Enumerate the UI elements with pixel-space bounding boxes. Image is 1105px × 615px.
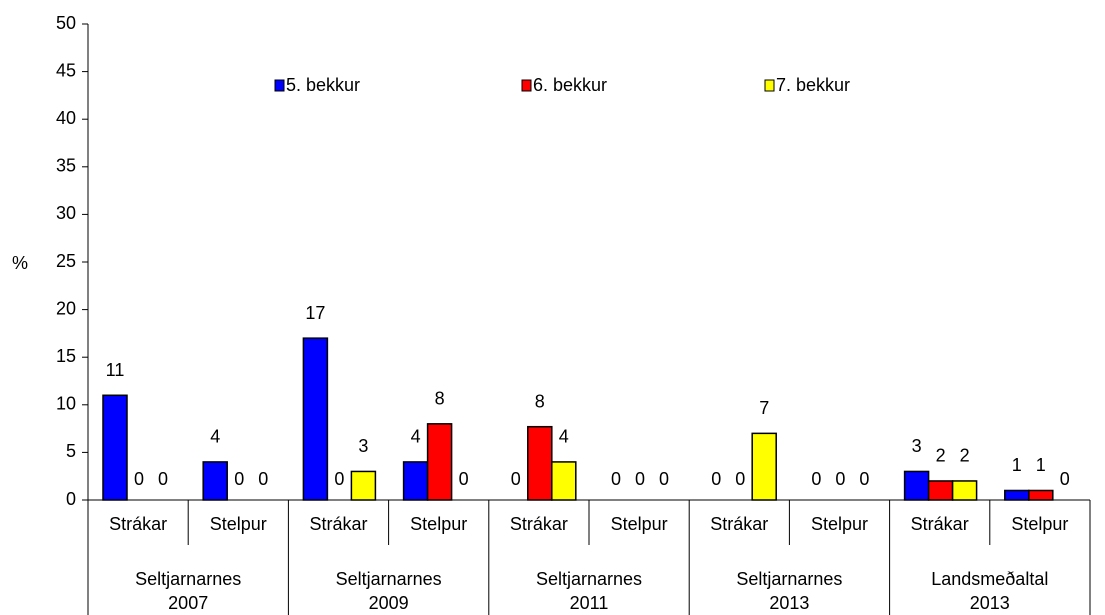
data-label: 0 (134, 469, 144, 489)
data-label: 2 (960, 446, 970, 466)
x-tick-label: Strákar (309, 514, 367, 534)
bar (751, 432, 777, 501)
data-label: 7 (759, 398, 769, 418)
bar (1004, 489, 1030, 501)
data-label: 0 (611, 469, 621, 489)
data-label: 3 (358, 436, 368, 456)
data-label: 8 (435, 389, 445, 409)
data-label: 2 (936, 446, 946, 466)
group-label: Seltjarnarnes (336, 569, 442, 589)
bar (551, 461, 577, 501)
y-tick-label: 25 (56, 251, 76, 271)
legend-swatch (521, 79, 532, 92)
data-label: 4 (210, 427, 220, 447)
data-label: 0 (1060, 469, 1070, 489)
group-label: Seltjarnarnes (135, 569, 241, 589)
x-tick-label: Stelpur (611, 514, 668, 534)
y-tick-label: 50 (56, 13, 76, 33)
data-label: 1 (1012, 455, 1022, 475)
data-label: 0 (711, 469, 721, 489)
bar (202, 461, 228, 501)
x-tick-label: Stelpur (410, 514, 467, 534)
x-tick-label: Strákar (109, 514, 167, 534)
legend-swatch (274, 79, 285, 92)
data-label: 8 (535, 391, 545, 411)
group-label: 2009 (369, 593, 409, 613)
data-label: 0 (735, 469, 745, 489)
bar (302, 337, 329, 501)
group-label: 2007 (168, 593, 208, 613)
data-label: 4 (559, 427, 569, 447)
group-label: 2013 (769, 593, 809, 613)
y-tick-label: 35 (56, 156, 76, 176)
data-label: 0 (635, 469, 645, 489)
data-label: 11 (106, 360, 125, 380)
legend-label: 6. bekkur (533, 75, 607, 95)
bar (927, 480, 954, 501)
data-label: 0 (234, 469, 244, 489)
group-label: Seltjarnarnes (536, 569, 642, 589)
y-tick-label: 15 (56, 346, 76, 366)
bar (426, 423, 453, 501)
data-label: 1 (1036, 455, 1046, 475)
x-tick-label: Strákar (710, 514, 768, 534)
y-tick-label: 40 (56, 108, 76, 128)
data-label: 4 (411, 427, 421, 447)
legend-label: 5. bekkur (286, 75, 360, 95)
data-label: 0 (859, 469, 869, 489)
data-label: 0 (158, 469, 168, 489)
x-tick-label: Stelpur (1011, 514, 1068, 534)
legend-swatch (764, 79, 775, 92)
x-tick-label: Stelpur (210, 514, 267, 534)
bar (350, 470, 377, 501)
y-tick-label: 5 (66, 441, 76, 461)
bar (1028, 489, 1054, 501)
bar (102, 394, 128, 501)
data-label: 0 (811, 469, 821, 489)
group-label: 2011 (570, 593, 609, 613)
data-label: 0 (258, 469, 268, 489)
data-label: 0 (459, 469, 469, 489)
bar (903, 470, 930, 501)
legend-label: 7. bekkur (776, 75, 850, 95)
bar (527, 425, 553, 501)
data-label: 17 (305, 303, 325, 323)
data-label: 0 (334, 469, 344, 489)
group-label: Landsmeðaltal (931, 569, 1048, 589)
y-axis-label: % (12, 253, 28, 273)
x-tick-label: Stelpur (811, 514, 868, 534)
x-tick-label: Strákar (510, 514, 568, 534)
bar (402, 461, 429, 501)
y-tick-label: 10 (56, 394, 76, 414)
y-tick-label: 20 (56, 298, 76, 318)
group-label: Seltjarnarnes (736, 569, 842, 589)
data-label: 0 (511, 469, 521, 489)
y-tick-label: 30 (56, 203, 76, 223)
data-label: 3 (912, 436, 922, 456)
y-tick-label: 45 (56, 60, 76, 80)
data-label: 0 (835, 469, 845, 489)
bar (951, 480, 978, 501)
y-tick-label: 0 (66, 489, 76, 509)
x-tick-label: Strákar (911, 514, 969, 534)
data-label: 0 (659, 469, 669, 489)
group-label: 2013 (970, 593, 1010, 613)
